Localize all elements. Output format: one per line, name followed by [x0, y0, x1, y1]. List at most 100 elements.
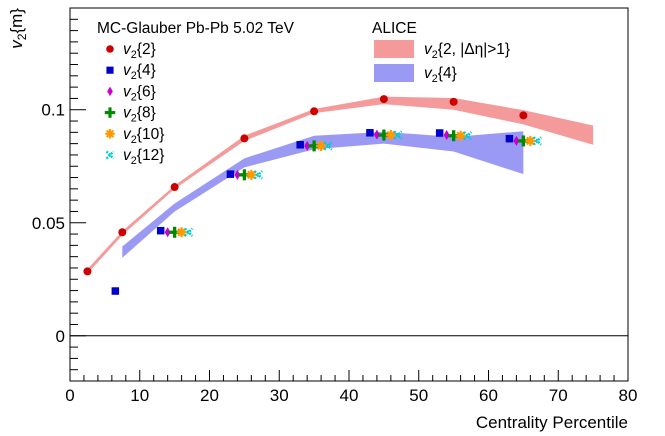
legend-label-1-subscript: 2: [131, 70, 137, 82]
point-s4-5-shape: [525, 135, 536, 146]
point-s1-3-shape: [296, 141, 304, 149]
legend-marker-5: [105, 150, 115, 160]
legend-band-label-0-tail: {2, |Δη|>1}: [438, 41, 510, 58]
point-s3-0-vbar: [172, 226, 177, 238]
legend-label-1-tail: {4}: [137, 62, 156, 79]
series-2: [164, 129, 520, 238]
legend-label-5-tail: {12}: [137, 147, 165, 164]
point-s2-1-shape: [234, 169, 241, 180]
y-axis-title-tail: {m}: [7, 8, 26, 34]
point-s3-4: [448, 130, 460, 142]
x-axis-title: Centrality Percentile: [476, 413, 628, 432]
legend-label-2-subscript: 2: [131, 91, 137, 103]
point-s4-4: [455, 130, 466, 141]
legend-swatch-band-1: [374, 64, 414, 82]
point-s4-1: [246, 169, 257, 180]
point-s3-3-vbar: [382, 129, 386, 141]
point-s5-0-shape: [183, 227, 194, 237]
legend-label-0-symbol: v: [123, 41, 132, 58]
point-s4-3: [385, 130, 396, 141]
x-tick-label: 60: [479, 386, 498, 405]
point-s1-4-shape: [366, 129, 374, 137]
point-s2-4: [443, 130, 450, 141]
point-s2-0: [164, 227, 171, 238]
legend-label-2: v2{6}: [123, 83, 156, 103]
legend-label-5: v2{12}: [123, 147, 164, 167]
point-s2-3: [373, 129, 380, 140]
legend-marker-4: [105, 129, 115, 139]
point-s5-5: [532, 136, 542, 146]
point-s4-0: [176, 227, 187, 238]
point-s2-4-shape: [443, 130, 450, 141]
y-tick-label: 0.05: [32, 214, 65, 233]
point-s0-2: [170, 183, 179, 192]
point-s3-4-vbar: [451, 130, 456, 142]
point-s2-0-shape: [164, 227, 171, 238]
point-s4-2: [316, 140, 327, 151]
point-s0-3-shape: [240, 134, 249, 143]
legend-marker-0-shape: [106, 45, 114, 53]
point-s3-3: [378, 129, 390, 141]
x-tick-label: 70: [549, 386, 568, 405]
point-s4-4-shape: [455, 130, 466, 141]
series-layer: [83, 95, 542, 295]
y-tick-label: 0.1: [41, 101, 65, 120]
point-s5-5-shape: [532, 136, 542, 146]
point-s3-1: [238, 169, 250, 181]
legend-marker-1: [106, 66, 114, 74]
point-s5-3: [393, 130, 403, 140]
point-s0-5: [379, 95, 388, 104]
point-s0-4: [310, 107, 319, 116]
series-5: [183, 130, 542, 237]
point-s2-2: [304, 140, 311, 151]
legend-band-label-0: v2{2, |Δη|>1}: [424, 41, 510, 61]
point-s5-1-shape: [253, 170, 263, 180]
x-tick-label: 80: [619, 386, 638, 405]
x-tick-label: 20: [200, 386, 219, 405]
point-s5-0: [183, 227, 194, 237]
legend-label-5-subscript: 2: [131, 155, 137, 167]
legend-label-0-tail: {2}: [137, 41, 156, 58]
series-4: [176, 130, 536, 238]
point-s1-2: [226, 170, 235, 178]
legend-band-label-0-symbol: v: [424, 41, 433, 58]
y-axis-title-symbol: v: [7, 39, 26, 49]
y-tick-label: 0: [56, 327, 65, 346]
legend-marker-3-vbar: [108, 107, 112, 118]
series-1: [111, 129, 514, 295]
y-axis-title-subscript: 2: [15, 33, 29, 40]
point-s1-6: [505, 134, 514, 143]
axes-layer: 0 10 20 30 40 50 60 70 80 0 0.05 0.1 Centrality Perc…: [7, 7, 638, 432]
legend-label-2-tail: {6}: [137, 83, 156, 100]
legend-band-label-1-subscript: 2: [432, 73, 438, 85]
legend-marker-1-shape: [106, 66, 114, 74]
x-tick-label: 30: [270, 386, 289, 405]
legend-left-title: MC-Glauber Pb-Pb 5.02 TeV: [97, 20, 295, 37]
point-s4-2-shape: [316, 140, 327, 151]
point-s0-7-shape: [519, 111, 528, 120]
point-s4-0-shape: [176, 227, 187, 238]
legend-right-title: ALICE: [372, 20, 417, 37]
series-3: [169, 129, 529, 238]
legend-label-0-subscript: 2: [131, 49, 137, 61]
bands-layer: [87, 96, 594, 274]
legend-label-4: v2{10}: [123, 126, 164, 146]
point-s4-3-shape: [385, 130, 396, 141]
legend-label-3-subscript: 2: [131, 113, 137, 125]
point-s1-0: [111, 287, 120, 295]
point-s5-1: [253, 170, 263, 180]
legend-swatch-band-0: [374, 40, 414, 58]
point-s4-1-shape: [246, 169, 257, 180]
point-s1-0-shape: [111, 287, 120, 295]
x-tick-label: 50: [409, 386, 428, 405]
legend-band-label-1-symbol: v: [424, 65, 433, 82]
point-s1-5-shape: [435, 129, 444, 137]
point-s0-6-shape: [449, 97, 458, 106]
legend-marker-4-shape: [105, 129, 115, 139]
legend-band-label-1: v2{4}: [424, 65, 457, 85]
legend-label-0: v2{2}: [123, 41, 156, 61]
legend-marker-3: [104, 107, 116, 118]
legend-band-label-0-subscript: 2: [432, 49, 438, 61]
point-s3-5-vbar: [521, 135, 526, 147]
